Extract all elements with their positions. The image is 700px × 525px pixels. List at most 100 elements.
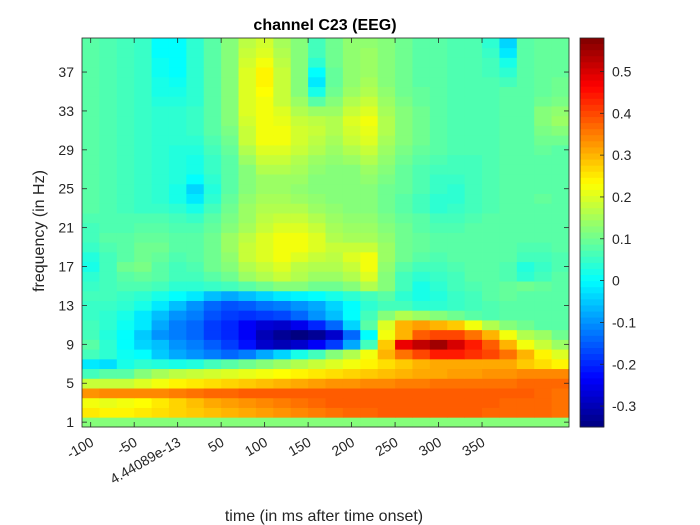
heatmap-cell: [447, 222, 466, 233]
heatmap-cell: [221, 320, 239, 331]
heatmap-cell: [238, 96, 257, 107]
heatmap-cell: [255, 368, 274, 379]
heatmap-cell: [308, 407, 326, 418]
heatmap-cell: [99, 115, 118, 126]
heatmap-cell: [168, 300, 187, 311]
heatmap-cell: [325, 222, 344, 233]
heatmap-cell: [551, 397, 570, 408]
heatmap-cell: [429, 213, 448, 224]
heatmap-cell: [116, 174, 135, 185]
heatmap-cell: [238, 388, 257, 399]
heatmap-cell: [516, 417, 535, 428]
heatmap-cell: [290, 203, 309, 214]
heatmap-cell: [134, 329, 152, 340]
heatmap-cell: [99, 47, 118, 58]
heatmap-cell: [134, 242, 152, 253]
heatmap-cell: [360, 96, 379, 107]
heatmap-cell: [151, 183, 170, 195]
heatmap-cell: [290, 417, 309, 428]
heatmap-cell: [360, 281, 379, 292]
heatmap-cell: [186, 154, 205, 165]
heatmap-cell: [516, 310, 535, 321]
heatmap-cell: [82, 115, 100, 126]
heatmap-cell: [482, 203, 500, 214]
heatmap-cell: [551, 271, 570, 282]
heatmap-cell: [134, 358, 152, 370]
heatmap-cell: [151, 144, 170, 156]
heatmap-cell: [516, 76, 535, 88]
heatmap-cell: [186, 57, 205, 68]
heatmap-cell: [447, 67, 466, 78]
heatmap-cell: [464, 271, 483, 282]
heatmap-cell: [273, 368, 292, 379]
heatmap-cell: [395, 300, 413, 311]
heatmap-cell: [186, 417, 205, 428]
heatmap-cell: [429, 407, 448, 418]
heatmap-cell: [360, 57, 379, 68]
colorbar-segment: [580, 299, 604, 306]
colorbar-segment: [580, 268, 604, 276]
heatmap-cell: [360, 339, 379, 350]
heatmap-cell: [395, 339, 413, 350]
heatmap-cell: [342, 232, 361, 243]
heatmap-cell: [255, 47, 274, 58]
heatmap-cell: [325, 261, 344, 272]
colorbar-segment: [580, 305, 604, 313]
heatmap-cell: [395, 261, 413, 272]
heatmap-cell: [516, 203, 535, 214]
heatmap-cell: [99, 106, 118, 117]
heatmap-cell: [447, 281, 466, 292]
heatmap-cell: [429, 106, 448, 117]
heatmap-cell: [273, 358, 292, 370]
heatmap-cell: [447, 407, 466, 418]
heatmap-cell: [99, 339, 118, 350]
heatmap-cell: [221, 349, 239, 360]
heatmap-cell: [412, 222, 431, 233]
heatmap-cell: [447, 203, 466, 214]
heatmap-cell: [134, 106, 152, 117]
heatmap-cell: [151, 320, 170, 331]
heatmap-cell: [255, 193, 274, 204]
heatmap-cell: [447, 242, 466, 253]
heatmap-cell: [186, 290, 205, 301]
heatmap-cell: [395, 349, 413, 360]
heatmap-cell: [151, 213, 170, 224]
heatmap-cell: [429, 368, 448, 379]
heatmap-cell: [499, 135, 518, 146]
heatmap-cell: [116, 251, 135, 263]
heatmap-cell: [203, 222, 222, 233]
heatmap-cell: [221, 329, 239, 340]
heatmap-cell: [482, 339, 500, 350]
heatmap-cell: [308, 368, 326, 379]
heatmap-cell: [395, 222, 413, 233]
heatmap-cell: [551, 261, 570, 272]
heatmap-cell: [99, 232, 118, 243]
heatmap-cell: [203, 417, 222, 428]
heatmap-cell: [186, 242, 205, 253]
colorbar-segment: [580, 202, 604, 209]
heatmap-cell: [82, 349, 100, 360]
heatmap-cell: [290, 76, 309, 88]
heatmap-cell: [534, 67, 552, 78]
heatmap-cell: [82, 144, 100, 156]
heatmap-cell: [255, 290, 274, 301]
heatmap-cell: [516, 96, 535, 107]
heatmap-cell: [464, 174, 483, 185]
heatmap-cell: [412, 135, 431, 146]
heatmap-cell: [325, 193, 344, 204]
heatmap-cell: [168, 232, 187, 243]
heatmap-cell: [203, 339, 222, 350]
heatmap-cell: [238, 115, 257, 126]
y-tick-label: 9: [66, 336, 74, 352]
heatmap-cell: [516, 388, 535, 399]
heatmap-cell: [99, 193, 118, 204]
heatmap-cell: [464, 397, 483, 408]
heatmap-cell: [168, 135, 187, 146]
heatmap-cell: [134, 144, 152, 156]
colorbar-segment: [580, 159, 604, 167]
heatmap-cell: [151, 115, 170, 126]
colorbar-segment: [580, 104, 604, 112]
heatmap-cell: [168, 358, 187, 370]
heatmap-cell: [151, 135, 170, 146]
heatmap-cell: [134, 290, 152, 301]
